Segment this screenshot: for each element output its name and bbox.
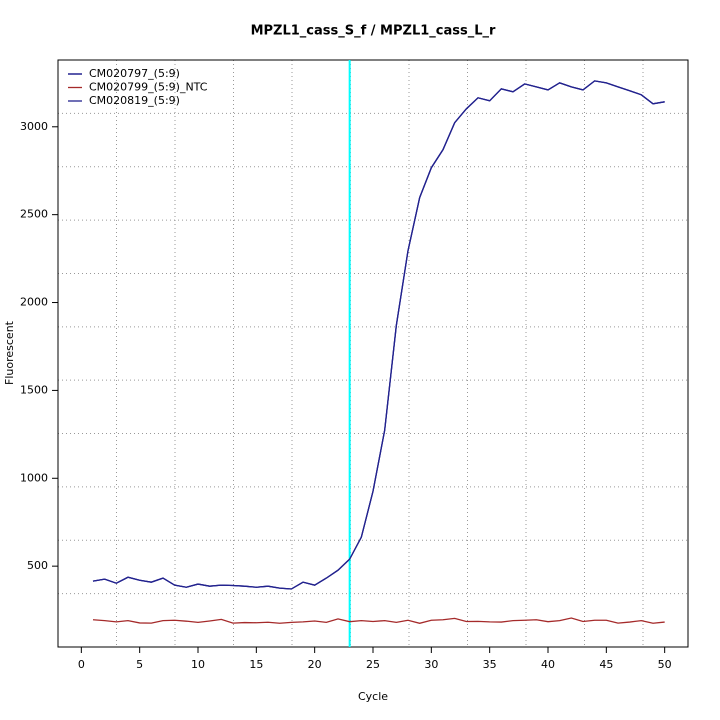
y-axis-label: Fluorescent [3, 320, 16, 385]
y-tick-label: 2000 [20, 296, 48, 309]
plot-frame [57, 59, 689, 648]
series-line [92, 617, 665, 624]
y-tick-label: 500 [27, 559, 48, 572]
series-line [92, 80, 665, 590]
y-tick-label: 1000 [20, 471, 48, 484]
x-tick-label: 50 [658, 658, 672, 671]
y-tick-label: 1500 [20, 383, 48, 396]
x-tick-label: 30 [424, 658, 438, 671]
legend-label: CM020799_(5:9)_NTC [89, 81, 208, 94]
x-tick-label: 5 [136, 658, 143, 671]
chart-title: MPZL1_cass_S_f / MPZL1_cass_L_r [251, 24, 496, 39]
x-tick-label: 10 [191, 658, 205, 671]
x-tick-label: 45 [599, 658, 613, 671]
x-tick-label: 40 [541, 658, 555, 671]
x-tick-label: 35 [483, 658, 497, 671]
series-line [92, 80, 665, 590]
y-tick-label: 3000 [20, 120, 48, 133]
legend-label: CM020797_(5:9) [89, 67, 180, 80]
x-tick-label: 0 [78, 658, 85, 671]
x-tick-label: 25 [366, 658, 380, 671]
y-tick-label: 2500 [20, 208, 48, 221]
x-tick-label: 20 [308, 658, 322, 671]
x-axis-label: Cycle [358, 690, 388, 703]
x-tick-label: 15 [249, 658, 263, 671]
legend-label: CM020819_(5:9) [89, 94, 180, 107]
